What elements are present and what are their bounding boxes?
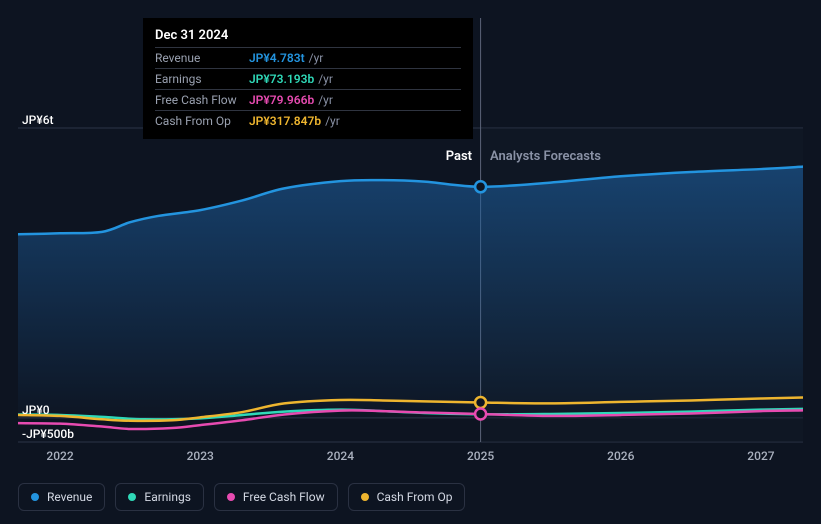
tooltip-unit: /yr <box>318 93 333 107</box>
tooltip-row: Free Cash FlowJP¥79.966b/yr <box>155 89 461 110</box>
svg-text:2022: 2022 <box>46 449 73 463</box>
legend-item-fcf[interactable]: Free Cash Flow <box>214 483 338 511</box>
legend-label: Revenue <box>47 490 92 504</box>
svg-text:-JP¥500b: -JP¥500b <box>22 427 74 441</box>
legend-label: Cash From Op <box>377 490 453 504</box>
svg-text:Analysts Forecasts: Analysts Forecasts <box>490 149 601 164</box>
svg-text:JP¥6t: JP¥6t <box>22 113 54 127</box>
tooltip-row: RevenueJP¥4.783t/yr <box>155 47 461 68</box>
svg-text:Past: Past <box>446 149 473 164</box>
legend-label: Free Cash Flow <box>243 490 325 504</box>
tooltip-row: EarningsJP¥73.193b/yr <box>155 68 461 89</box>
legend: Revenue Earnings Free Cash Flow Cash From O… <box>18 483 465 511</box>
tooltip-value: JP¥317.847b <box>249 114 321 128</box>
legend-item-cash_from_op[interactable]: Cash From Op <box>348 483 466 511</box>
tooltip-date: Dec 31 2024 <box>155 28 461 43</box>
tooltip-key: Earnings <box>155 72 249 86</box>
svg-text:2023: 2023 <box>187 449 214 463</box>
svg-text:2025: 2025 <box>467 449 494 463</box>
svg-text:2027: 2027 <box>747 449 774 463</box>
legend-dot-icon <box>128 493 136 501</box>
tooltip-unit: /yr <box>318 72 333 86</box>
tooltip-key: Free Cash Flow <box>155 93 249 107</box>
tooltip-key: Cash From Op <box>155 114 249 128</box>
legend-dot-icon <box>31 493 39 501</box>
tooltip-key: Revenue <box>155 51 249 65</box>
tooltip-value: JP¥4.783t <box>249 51 305 65</box>
legend-item-revenue[interactable]: Revenue <box>18 483 105 511</box>
tooltip-value: JP¥79.966b <box>249 93 314 107</box>
financials-forecast-chart: Past Analysts Forecasts JP¥6t JP¥0 -JP¥500b 2… <box>0 0 821 524</box>
legend-item-earnings[interactable]: Earnings <box>115 483 204 511</box>
legend-dot-icon <box>361 493 369 501</box>
tooltip-unit: /yr <box>325 114 340 128</box>
svg-text:2024: 2024 <box>327 449 354 463</box>
tooltip-row: Cash From OpJP¥317.847b/yr <box>155 110 461 131</box>
svg-text:2026: 2026 <box>607 449 634 463</box>
svg-text:JP¥0: JP¥0 <box>22 403 50 417</box>
legend-label: Earnings <box>144 490 191 504</box>
tooltip-unit: /yr <box>309 51 324 65</box>
hover-tooltip: Dec 31 2024 RevenueJP¥4.783t/yrEarningsJ… <box>143 18 473 139</box>
legend-dot-icon <box>227 493 235 501</box>
tooltip-value: JP¥73.193b <box>249 72 314 86</box>
